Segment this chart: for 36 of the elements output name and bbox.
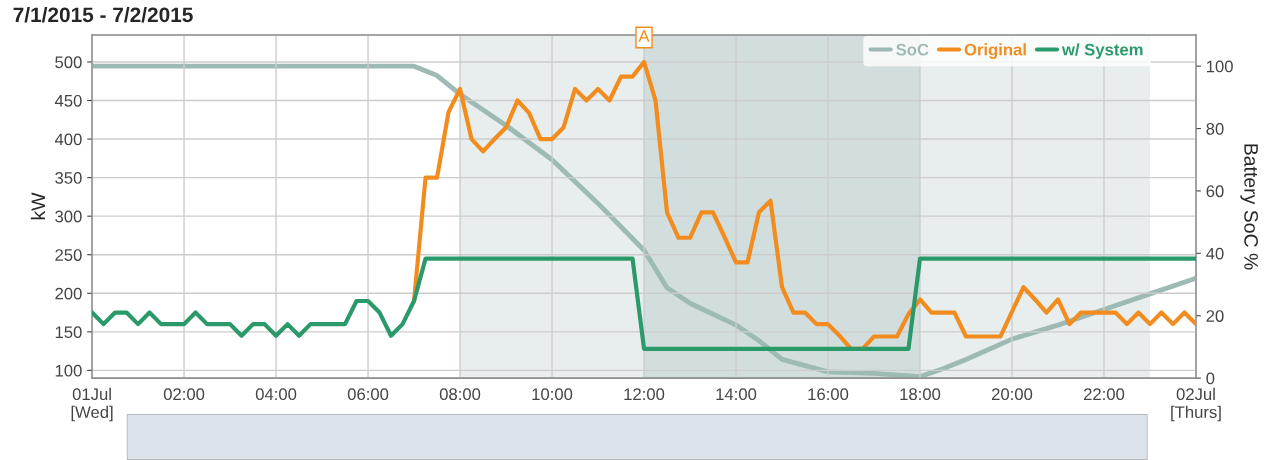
legend-label: w/ System <box>1061 43 1143 59</box>
y2-tick-label: 40 <box>1206 247 1224 260</box>
x-tick-label: 02Jul [Thurs] <box>1171 387 1221 422</box>
y-tick-label: 100 <box>55 364 82 377</box>
y-axis-title: kW <box>30 192 45 220</box>
x-tick-label: 04:00 <box>255 388 297 401</box>
y-tick-label: 300 <box>55 210 82 223</box>
line-series <box>92 256 1196 351</box>
x-tick-label: 06:00 <box>347 388 389 401</box>
y2-tick-label: 20 <box>1206 310 1224 322</box>
y-tick-label: 250 <box>55 249 82 261</box>
x-tick-label: 12:00 <box>624 388 665 401</box>
x-tick-label: 16:00 <box>808 388 849 401</box>
x-tick-label: 18:00 <box>900 388 941 401</box>
y2-tick-label: 80 <box>1206 122 1224 135</box>
y-tick-label: 400 <box>54 133 82 146</box>
y-tick-label: 200 <box>55 287 82 300</box>
legend-label: Original <box>964 43 1026 59</box>
x-tick-label: 20:00 <box>991 388 1033 401</box>
x-tick-label: 02:00 <box>163 388 205 401</box>
y-tick-label: 450 <box>54 94 82 107</box>
y2-axis-title: Battery SoC % <box>1240 144 1258 270</box>
y-tick-label: 150 <box>55 326 82 339</box>
y2-tick-label: 100 <box>1206 60 1233 73</box>
x-tick-label: 08:00 <box>439 388 481 401</box>
x-tick-label: 10:00 <box>532 388 573 401</box>
x-tick-label: 22:00 <box>1083 388 1125 401</box>
y-tick-label: 500 <box>55 56 82 69</box>
chart-title: 7/1/2015 - 7/2/2015 <box>13 6 193 23</box>
x-tick-label: 01Jul [Wed] <box>71 387 113 422</box>
y-tick-label: 350 <box>55 172 82 184</box>
x-tick-label: 14:00 <box>716 388 757 401</box>
y2-tick-label: 0 <box>1206 372 1215 385</box>
legend-label: SoC <box>896 43 929 56</box>
y2-tick-label: 60 <box>1206 185 1224 198</box>
annotation: A <box>638 30 650 42</box>
